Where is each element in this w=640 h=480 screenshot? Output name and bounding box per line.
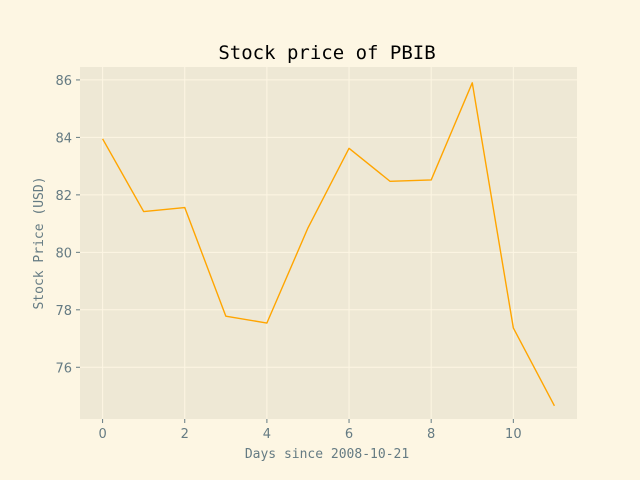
y-tick-label: 82 <box>55 189 72 204</box>
x-tick-label: 8 <box>427 427 435 442</box>
y-tick-label: 86 <box>55 74 72 89</box>
y-axis-ticks: 76 78 80 82 84 86 <box>55 74 80 376</box>
y-tick-label: 76 <box>55 361 72 376</box>
x-tick-label: 4 <box>263 427 271 442</box>
x-tick-label: 6 <box>345 427 353 442</box>
x-tick-label: 10 <box>505 427 522 442</box>
x-axis-ticks: 0 2 4 6 8 10 <box>98 419 522 442</box>
series-layer <box>101 82 556 407</box>
series-line <box>101 82 556 407</box>
plot-area <box>80 67 577 419</box>
y-tick-label: 80 <box>55 246 72 261</box>
y-tick-label: 78 <box>55 304 72 319</box>
grid-lines <box>80 67 577 419</box>
y-tick-label: 84 <box>55 131 72 146</box>
x-tick-label: 2 <box>181 427 189 442</box>
chart-title: Stock price of PBIB <box>218 42 435 64</box>
x-axis-label: Days since 2008-10-21 <box>245 447 409 462</box>
x-tick-label: 0 <box>98 427 106 442</box>
y-axis-label: Stock Price (USD) <box>32 176 47 309</box>
